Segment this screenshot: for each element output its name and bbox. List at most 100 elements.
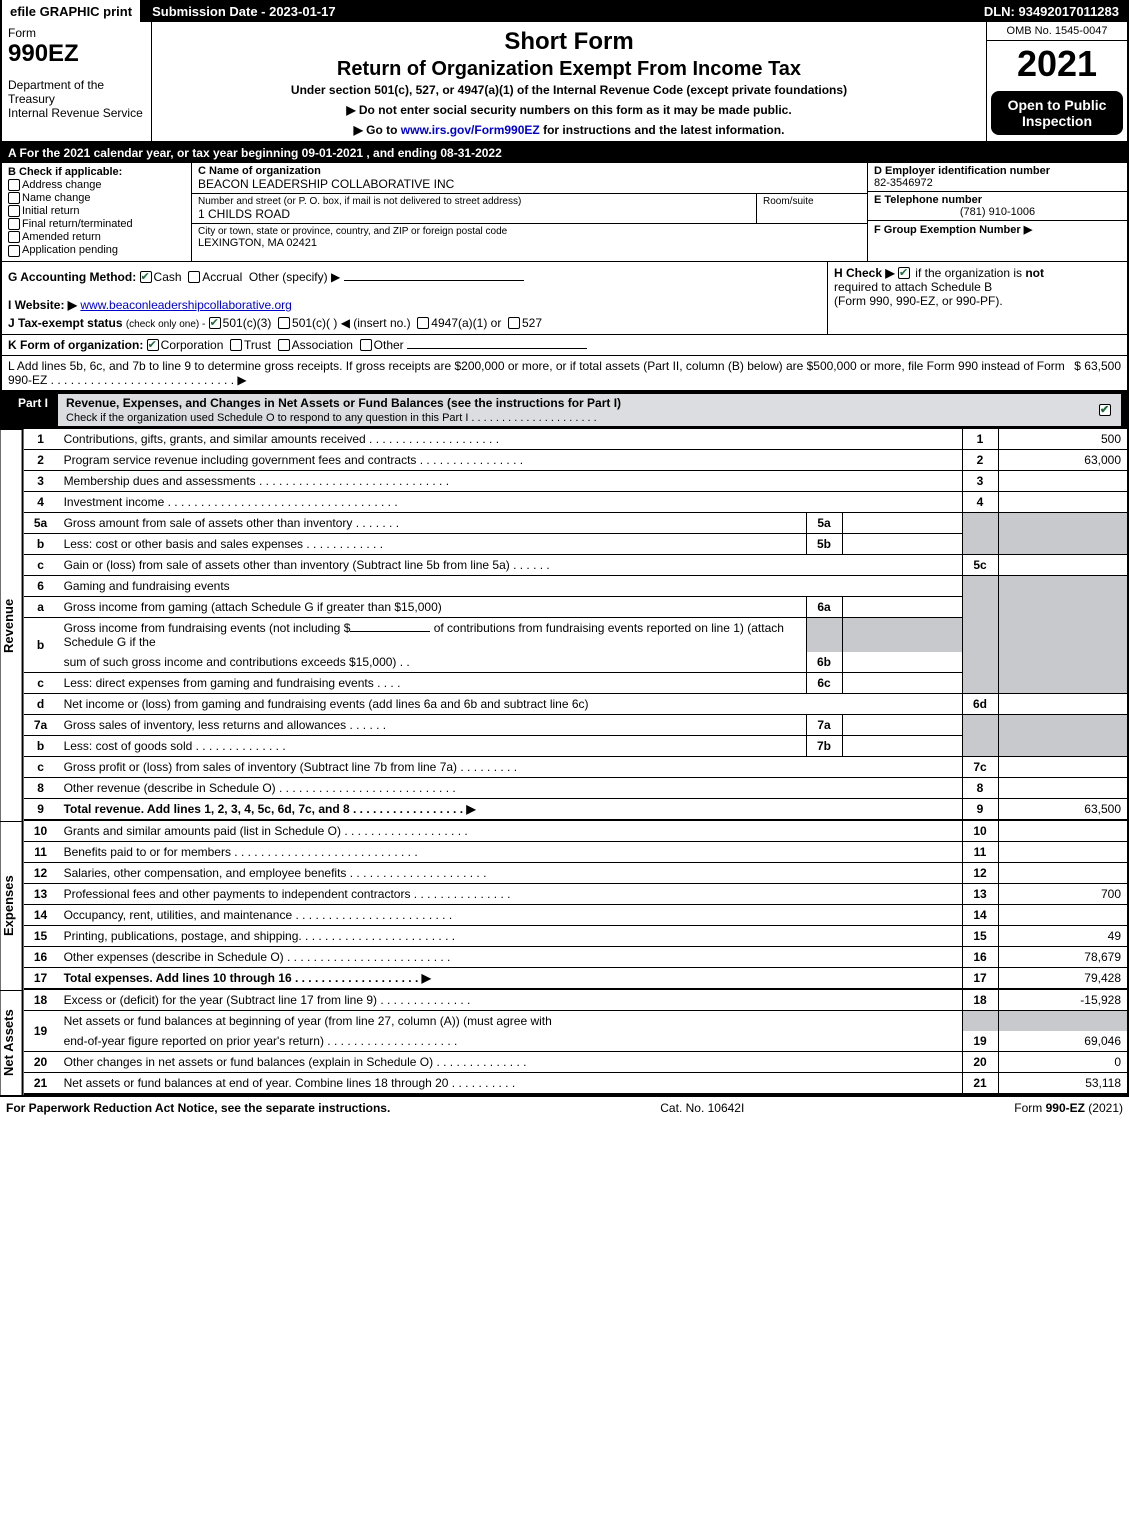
- chk-corporation[interactable]: [147, 339, 159, 351]
- chk-trust[interactable]: [230, 339, 242, 351]
- label-org-name: C Name of organization: [198, 165, 861, 177]
- goto-post: for instructions and the latest informat…: [540, 123, 785, 137]
- chk-527[interactable]: [508, 317, 520, 329]
- expenses-table: 10Grants and similar amounts paid (list …: [24, 821, 1129, 990]
- tax-year: 2021: [987, 41, 1127, 87]
- line-9: 9Total revenue. Add lines 1, 2, 3, 4, 5c…: [24, 798, 1128, 820]
- form-word: Form: [8, 26, 36, 40]
- open-to-public-badge: Open to Public Inspection: [991, 91, 1123, 135]
- subtitle: Under section 501(c), 527, or 4947(a)(1)…: [156, 83, 982, 97]
- opt-other-org: Other: [374, 338, 404, 352]
- city-state-zip: LEXINGTON, MA 02421: [198, 237, 861, 249]
- revenue-section: Revenue 1Contributions, gifts, grants, a…: [0, 429, 1129, 821]
- goto-line: ▶ Go to www.irs.gov/Form990EZ for instru…: [156, 123, 982, 137]
- goto-pre: ▶ Go to: [354, 123, 401, 137]
- form-header: Form 990EZ Department of the Treasury In…: [0, 22, 1129, 143]
- part-i-check-line: Check if the organization used Schedule …: [66, 412, 597, 424]
- part-i-tab: Part I: [8, 394, 58, 426]
- chk-name-change[interactable]: Name change: [8, 192, 185, 204]
- line-10: 10Grants and similar amounts paid (list …: [24, 821, 1128, 842]
- other-specify-input[interactable]: [344, 280, 524, 281]
- chk-association[interactable]: [278, 339, 290, 351]
- other-org-input[interactable]: [407, 348, 587, 349]
- chk-schedule-b[interactable]: [898, 267, 910, 279]
- line-2: 2Program service revenue including gover…: [24, 449, 1128, 470]
- chk-other-org[interactable]: [360, 339, 372, 351]
- chk-4947[interactable]: [417, 317, 429, 329]
- label-accounting: G Accounting Method:: [8, 270, 136, 284]
- net-assets-section: Net Assets 18Excess or (deficit) for the…: [0, 990, 1129, 1095]
- opt-501c: 501(c)( ) ◀ (insert no.): [292, 316, 411, 330]
- name-address-block: C Name of organization BEACON LEADERSHIP…: [192, 163, 867, 261]
- accounting-method: G Accounting Method: Cash Accrual Other …: [2, 262, 827, 334]
- line-12: 12Salaries, other compensation, and empl…: [24, 862, 1128, 883]
- line-17: 17Total expenses. Add lines 10 through 1…: [24, 967, 1128, 989]
- website-link[interactable]: www.beaconleadershipcollaborative.org: [80, 298, 291, 312]
- chk-application-pending[interactable]: Application pending: [8, 244, 185, 256]
- top-bar: efile GRAPHIC print Submission Date - 20…: [0, 0, 1129, 22]
- gross-receipts-line: L Add lines 5b, 6c, and 7b to line 9 to …: [0, 356, 1129, 391]
- irs-label: Internal Revenue Service: [8, 106, 145, 120]
- chk-501c[interactable]: [278, 317, 290, 329]
- form-number: 990EZ: [8, 40, 79, 67]
- chk-final-return[interactable]: Final return/terminated: [8, 218, 185, 230]
- street-address: 1 CHILDS ROAD: [198, 207, 750, 221]
- line-21: 21Net assets or fund balances at end of …: [24, 1072, 1128, 1094]
- opt-501c3: 501(c)(3): [223, 316, 272, 330]
- line-20: 20Other changes in net assets or fund ba…: [24, 1051, 1128, 1072]
- opt-527: 527: [522, 316, 542, 330]
- opt-corp: Corporation: [161, 338, 224, 352]
- chk-accrual[interactable]: [188, 271, 200, 283]
- line-6: 6Gaming and fundraising events: [24, 575, 1128, 596]
- chk-schedule-o-part-i[interactable]: [1099, 404, 1111, 416]
- h-text1: if the organization is: [915, 266, 1025, 280]
- ein-value: 82-3546972: [874, 177, 1121, 189]
- line-6d: dNet income or (loss) from gaming and fu…: [24, 693, 1128, 714]
- tax-exempt-sub: (check only one) -: [126, 319, 205, 330]
- section-b-label: B Check if applicable:: [8, 166, 185, 178]
- line-7a: 7aGross sales of inventory, less returns…: [24, 714, 1128, 735]
- part-i-header: Part I Revenue, Expenses, and Changes in…: [0, 391, 1129, 429]
- line-6b-amount-input[interactable]: [350, 631, 430, 632]
- catalog-number: Cat. No. 10642I: [660, 1101, 744, 1115]
- row-a-tax-year: A For the 2021 calendar year, or tax yea…: [0, 143, 1129, 163]
- label-h: H Check ▶: [834, 266, 895, 280]
- chk-address-change[interactable]: Address change: [8, 179, 185, 191]
- check-if-applicable: B Check if applicable: Address change Na…: [2, 163, 192, 261]
- ssn-warning: ▶ Do not enter social security numbers o…: [156, 103, 982, 117]
- net-assets-table: 18Excess or (deficit) for the year (Subt…: [24, 990, 1129, 1095]
- schedule-b-check: H Check ▶ if the organization is not req…: [827, 262, 1127, 334]
- line-18: 18Excess or (deficit) for the year (Subt…: [24, 990, 1128, 1011]
- line-3: 3Membership dues and assessments . . . .…: [24, 470, 1128, 491]
- efile-print-label[interactable]: efile GRAPHIC print: [0, 0, 142, 22]
- label-form-org: K Form of organization:: [8, 338, 143, 352]
- line-1: 1Contributions, gifts, grants, and simil…: [24, 429, 1128, 450]
- opt-other: Other (specify) ▶: [249, 270, 340, 284]
- h-text3: (Form 990, 990-EZ, or 990-PF).: [834, 294, 1003, 308]
- line-4: 4Investment income . . . . . . . . . . .…: [24, 491, 1128, 512]
- opt-assoc: Association: [292, 338, 353, 352]
- line-14: 14Occupancy, rent, utilities, and mainte…: [24, 904, 1128, 925]
- irs-link[interactable]: www.irs.gov/Form990EZ: [401, 123, 540, 137]
- line-7c: cGross profit or (loss) from sales of in…: [24, 756, 1128, 777]
- line-15: 15Printing, publications, postage, and s…: [24, 925, 1128, 946]
- title-block: Short Form Return of Organization Exempt…: [152, 22, 987, 141]
- label-city: City or town, state or province, country…: [198, 226, 861, 237]
- line-5a: 5aGross amount from sale of assets other…: [24, 512, 1128, 533]
- footer-form-post: (2021): [1085, 1101, 1123, 1115]
- ein-phone-block: D Employer identification number 82-3546…: [867, 163, 1127, 261]
- form-id-footer: Form 990-EZ (2021): [1014, 1101, 1123, 1115]
- chk-amended-return[interactable]: Amended return: [8, 231, 185, 243]
- chk-501c3[interactable]: [209, 317, 221, 329]
- line-11: 11Benefits paid to or for members . . . …: [24, 841, 1128, 862]
- line-l-text: L Add lines 5b, 6c, and 7b to line 9 to …: [8, 359, 1066, 387]
- line-8: 8Other revenue (describe in Schedule O) …: [24, 777, 1128, 798]
- line-19b: end-of-year figure reported on prior yea…: [24, 1031, 1128, 1052]
- dept-label: Department of the Treasury: [8, 78, 145, 106]
- identity-block: B Check if applicable: Address change Na…: [0, 163, 1129, 262]
- h-not: not: [1025, 266, 1044, 280]
- chk-initial-return[interactable]: Initial return: [8, 205, 185, 217]
- form-of-organization: K Form of organization: Corporation Trus…: [0, 335, 1129, 356]
- chk-cash[interactable]: [140, 271, 152, 283]
- form-id-block: Form 990EZ Department of the Treasury In…: [2, 22, 152, 141]
